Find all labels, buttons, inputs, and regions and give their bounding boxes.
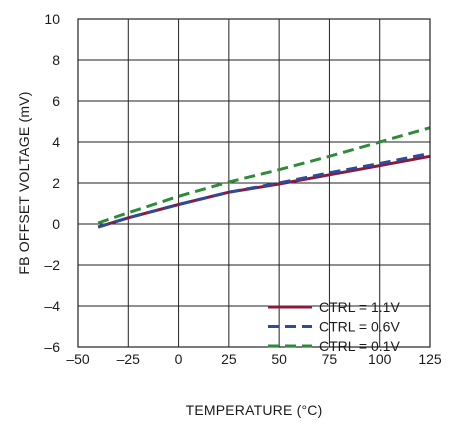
legend: CTRL = 1.1V CTRL = 0.6V CTRL = 0.1V xyxy=(268,299,400,354)
x-axis-label: TEMPERATURE (°C) xyxy=(186,402,323,418)
y-tick-labels: –6 –4 –2 0 2 4 6 8 10 xyxy=(44,11,60,355)
series-layer xyxy=(97,126,431,229)
y-tick-label: 2 xyxy=(52,175,60,191)
x-tick-label: 25 xyxy=(221,351,237,367)
y-axis-label: FB OFFSET VOLTAGE (mV) xyxy=(16,91,32,274)
y-tick-label: 0 xyxy=(52,216,60,232)
series-line xyxy=(97,151,431,229)
x-tick-label: 100 xyxy=(368,351,392,367)
x-tick-label: 0 xyxy=(175,351,183,367)
legend-label: CTRL = 0.1V xyxy=(319,338,400,354)
x-tick-label: –50 xyxy=(66,351,90,367)
y-tick-label: 6 xyxy=(52,93,60,109)
legend-label: CTRL = 1.1V xyxy=(319,299,400,315)
y-tick-label: –4 xyxy=(44,298,60,314)
series-line xyxy=(97,154,431,229)
x-tick-labels: –50 –25 0 25 50 75 100 125 xyxy=(66,351,442,367)
series-line xyxy=(97,126,431,225)
x-tick-label: 125 xyxy=(418,351,442,367)
grid xyxy=(78,19,430,347)
y-tick-label: 4 xyxy=(52,134,60,150)
x-tick-label: –25 xyxy=(117,351,141,367)
y-tick-label: 8 xyxy=(52,52,60,68)
y-tick-label: 10 xyxy=(44,11,60,27)
x-tick-label: 50 xyxy=(271,351,287,367)
x-tick-label: 75 xyxy=(322,351,338,367)
plot-frame xyxy=(77,18,431,348)
y-tick-label: –6 xyxy=(44,339,60,355)
legend-label: CTRL = 0.6V xyxy=(319,319,400,335)
y-tick-label: –2 xyxy=(44,257,60,273)
